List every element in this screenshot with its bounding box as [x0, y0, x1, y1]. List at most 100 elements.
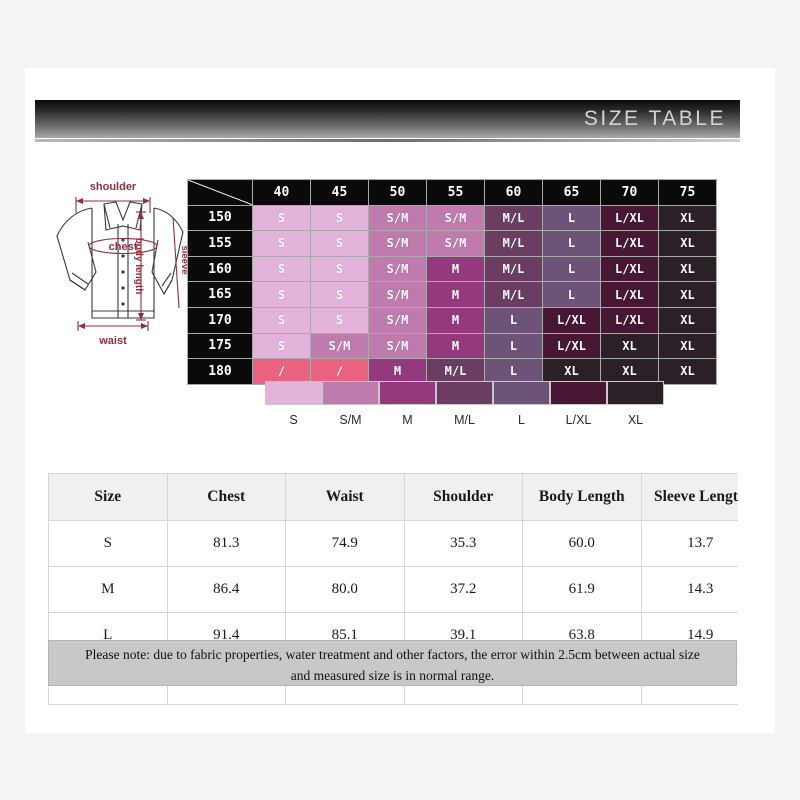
matrix-col-header: 45	[310, 179, 369, 206]
matrix-row: 155 S S S/M S/M M/L L L/XL XL	[187, 230, 717, 257]
matrix-row-header: 180	[187, 358, 253, 385]
matrix-cell: L/XL	[542, 332, 601, 360]
matrix-cell: XL	[658, 204, 717, 232]
measurement-cell: 60.0	[522, 520, 642, 567]
matrix-cell: XL	[658, 332, 717, 360]
measurement-cell: 80.0	[285, 566, 405, 613]
matrix-cell: M	[426, 281, 485, 308]
matrix-cell: S	[252, 204, 311, 232]
matrix-header-row: 40 45 50 55 60 65 70 75	[187, 179, 717, 206]
matrix-cell: S/M	[368, 281, 427, 308]
matrix-col-header: 60	[484, 179, 543, 206]
matrix-cell: L/XL	[600, 230, 659, 257]
matrix-cell: XL	[658, 306, 717, 334]
measurement-cell: 81.3	[166, 520, 286, 567]
matrix-row: 165 S S S/M M M/L L L/XL XL	[187, 281, 717, 308]
legend-label: L/XL	[565, 413, 592, 427]
matrix-col-header: 75	[658, 179, 717, 206]
matrix-cell: S	[310, 255, 369, 283]
diagram-label-body-length: body length	[133, 238, 144, 295]
legend-swatch	[436, 381, 493, 405]
size-matrix-body: 40 45 50 55 60 65 70 75 150 S S S/M S/M M/L L L/XL XL 155…	[187, 179, 717, 385]
legend-item: M/L	[436, 381, 493, 427]
matrix-cell: L	[484, 306, 543, 334]
banner-underline	[35, 139, 740, 142]
matrix-cell: S	[310, 204, 369, 232]
matrix-row-header: 165	[187, 281, 253, 308]
measurement-col-header: Shoulder	[403, 473, 523, 521]
table-row: M 86.4 80.0 37.2 61.9 14.3	[48, 566, 738, 613]
matrix-row-header: 150	[187, 204, 253, 232]
legend-item: M	[379, 381, 436, 427]
legend-label: M	[402, 413, 413, 427]
matrix-cell: L/XL	[600, 255, 659, 283]
matrix-cell: L	[484, 358, 543, 385]
matrix-row: 175 S S/M S/M M L L/XL XL XL	[187, 332, 717, 360]
matrix-cell: XL	[600, 358, 659, 385]
matrix-cell: XL	[658, 230, 717, 257]
matrix-cell: S/M	[426, 204, 485, 232]
matrix-cell: L	[542, 255, 601, 283]
matrix-col-header: 65	[542, 179, 601, 206]
matrix-cell: M/L	[426, 358, 485, 385]
matrix-cell: S/M	[426, 230, 485, 257]
legend-item: S	[265, 381, 322, 427]
matrix-cell: S	[310, 306, 369, 334]
page-title: SIZE TABLE	[583, 107, 726, 130]
matrix-cell: S/M	[368, 306, 427, 334]
matrix-cell: S	[252, 255, 311, 283]
matrix-col-header: 55	[426, 179, 485, 206]
legend-label: S/M	[339, 413, 362, 427]
matrix-col-header: 50	[368, 179, 427, 206]
matrix-cell: L	[542, 281, 601, 308]
matrix-col-header: 70	[600, 179, 659, 206]
matrix-row-header: 170	[187, 306, 253, 334]
measurement-cell: 37.2	[403, 566, 523, 613]
measurement-cell: 14.3	[640, 566, 738, 613]
matrix-cell: S	[310, 281, 369, 308]
measurement-cell: 13.7	[640, 520, 738, 567]
matrix-row-header: 160	[187, 255, 253, 283]
disclaimer-note: Please note: due to fabric properties, w…	[48, 640, 737, 686]
measurement-col-header: Size	[48, 473, 168, 521]
matrix-cell: S	[252, 306, 311, 334]
matrix-cell: /	[310, 358, 369, 385]
matrix-col-header: 40	[252, 179, 311, 206]
matrix-cell: S/M	[368, 204, 427, 232]
matrix-cell: S	[310, 230, 369, 257]
legend-swatch	[379, 381, 436, 405]
measurement-cell: 74.9	[285, 520, 405, 567]
matrix-cell: L/XL	[600, 281, 659, 308]
measurement-cell: S	[48, 520, 168, 567]
matrix-cell: S	[252, 230, 311, 257]
measurement-cell: 35.3	[403, 520, 523, 567]
table-row: S 81.3 74.9 35.3 60.0 13.7	[48, 520, 738, 567]
color-legend: S S/M M M/L L L/XL XL	[265, 381, 664, 427]
measurement-table-head: Size Chest Waist Shoulder Body Length Sleeve …	[48, 473, 738, 521]
matrix-cell: S/M	[368, 332, 427, 360]
matrix-cell: M	[368, 358, 427, 385]
matrix-cell: L	[484, 332, 543, 360]
matrix-row: 170 S S S/M M L L/XL L/XL XL	[187, 306, 717, 334]
matrix-cell: L	[542, 204, 601, 232]
matrix-cell: M/L	[484, 281, 543, 308]
matrix-cell: M	[426, 332, 485, 360]
measurement-cell: M	[48, 566, 168, 613]
matrix-cell: /	[252, 358, 311, 385]
legend-item: L	[493, 381, 550, 427]
matrix-cell: L	[542, 230, 601, 257]
matrix-cell: L/XL	[542, 306, 601, 334]
size-matrix: 40 45 50 55 60 65 70 75 150 S S S/M S/M M/L L L/XL XL 155…	[187, 179, 717, 385]
diagram-label-shoulder: shoulder	[90, 181, 137, 193]
matrix-row: 150 S S S/M S/M M/L L L/XL XL	[187, 204, 717, 232]
note-line-1: Please note: due to fabric properties, w…	[85, 647, 700, 662]
legend-label: M/L	[454, 413, 475, 427]
measurement-cell: 61.9	[522, 566, 642, 613]
legend-label: S	[289, 413, 298, 427]
legend-label: XL	[627, 413, 644, 427]
matrix-cell: S/M	[310, 332, 369, 360]
legend-swatch	[493, 381, 550, 405]
legend-swatch	[607, 381, 664, 405]
matrix-cell: XL	[600, 332, 659, 360]
matrix-cell: M/L	[484, 255, 543, 283]
